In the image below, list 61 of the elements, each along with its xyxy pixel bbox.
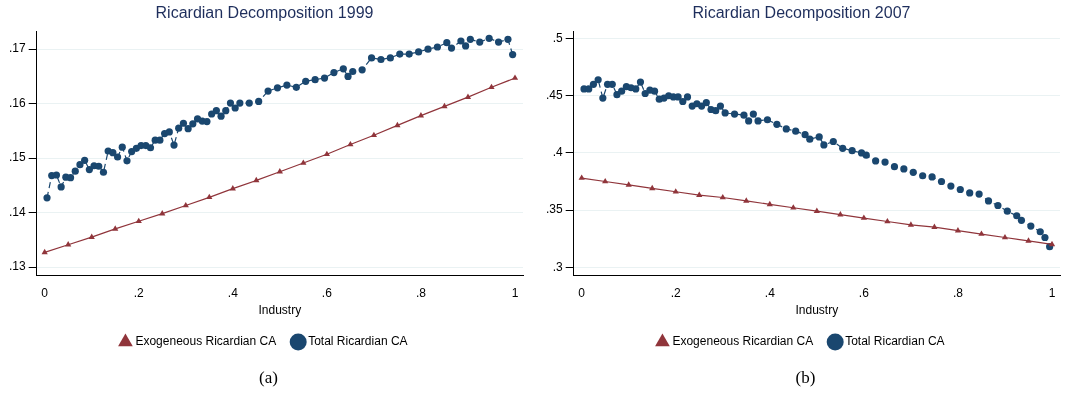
point: [300, 159, 307, 165]
point: [766, 200, 773, 207]
x-tick-label: .2: [670, 285, 682, 300]
x-tick-label: .4: [764, 285, 776, 300]
x-tick-label: .8: [415, 285, 427, 300]
point: [649, 184, 656, 191]
point: [696, 191, 703, 197]
point: [112, 225, 119, 231]
point: [88, 233, 95, 239]
y-tick-label: .45: [545, 88, 563, 103]
legend-label: Total Ricardian CA: [845, 334, 945, 349]
x-axis-title: Industry: [795, 303, 839, 318]
chart-title: Ricardian Decomposition 1999: [155, 4, 374, 22]
point: [790, 204, 797, 210]
text: (a): [258, 368, 279, 388]
x-tick-label: .4: [227, 285, 239, 300]
point: [625, 181, 632, 187]
point: [323, 150, 330, 157]
point: [441, 102, 448, 109]
point: [1025, 237, 1032, 243]
chart-title: Ricardian Decomposition 2007: [692, 4, 911, 22]
point: [135, 217, 142, 224]
point: [65, 241, 72, 247]
point: [672, 188, 679, 194]
y-tick-label: .35: [545, 202, 563, 217]
x-tick-label: .6: [858, 285, 870, 300]
point: [370, 131, 378, 138]
x-tick-label: 1: [511, 285, 519, 300]
point: [978, 230, 985, 236]
point: [511, 74, 519, 80]
point: [860, 214, 867, 220]
point: [464, 93, 472, 99]
point: [813, 207, 820, 213]
legend-label: Total Ricardian CA: [308, 334, 408, 349]
point: [743, 197, 750, 203]
point: [394, 121, 401, 128]
y-tick-label: .17: [8, 41, 26, 56]
y-tick-label: .4: [552, 145, 563, 160]
point: [41, 248, 48, 255]
point: [1048, 240, 1056, 247]
point: [488, 83, 495, 90]
x-tick-label: .6: [321, 285, 333, 300]
y-tick-label: .14: [8, 204, 26, 219]
y-tick-label: .16: [8, 95, 26, 110]
x-tick-label: .8: [952, 285, 964, 300]
y-tick-label: .3: [552, 259, 563, 274]
x-axis-title: Industry: [258, 303, 302, 318]
x-tick-label: 0: [41, 285, 49, 300]
y-tick-label: .5: [552, 30, 563, 45]
point: [276, 168, 283, 174]
legend-label: Exogeneous Ricardian CA: [135, 334, 277, 349]
x-tick-label: 0: [578, 285, 586, 300]
x-tick-label: .2: [133, 285, 145, 300]
y-tick-label: .13: [8, 259, 26, 274]
point: [907, 221, 915, 227]
legend-label: Exogeneous Ricardian CA: [672, 334, 814, 349]
point: [578, 174, 585, 180]
point: [931, 223, 938, 229]
y-tick-label: .15: [8, 150, 26, 165]
text: (b): [794, 368, 817, 388]
x-tick-label: 1: [1048, 285, 1056, 300]
